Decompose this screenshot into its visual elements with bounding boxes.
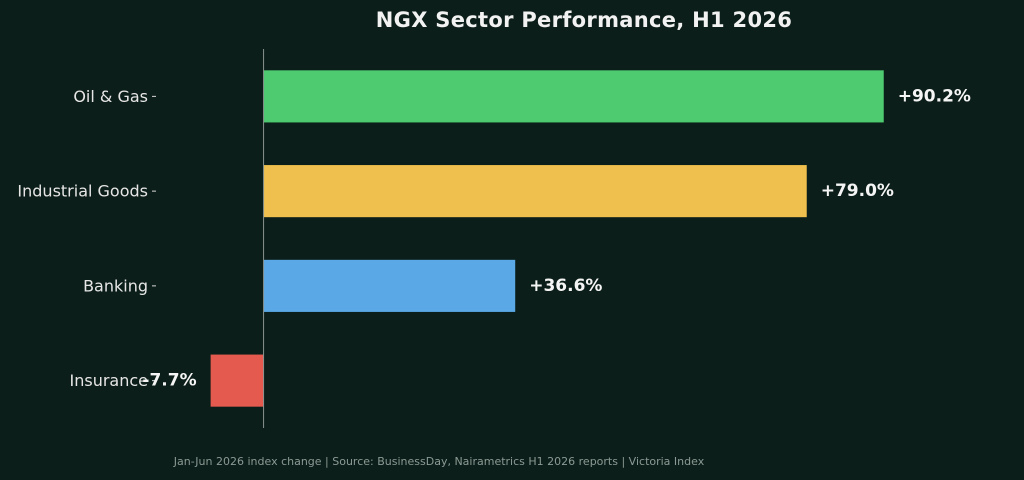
y-tick-label: Oil & Gas xyxy=(73,87,148,106)
bar-industrial-goods xyxy=(263,165,807,218)
y-tick-label: Banking xyxy=(83,276,148,295)
data-label-banking: +36.6% xyxy=(529,276,602,296)
data-label-industrial-goods: +79.0% xyxy=(821,181,894,201)
y-tick-label: Industrial Goods xyxy=(17,182,148,201)
data-label-insurance: -7.7% xyxy=(142,371,196,391)
labels-layer: Oil & Gas +90.2% Industrial Goods +79.0% Ban… xyxy=(17,86,971,390)
bar-banking xyxy=(263,259,516,312)
chart-footnote: Jan-Jun 2026 index change | Source: Busi… xyxy=(173,455,705,468)
bar-insurance xyxy=(210,354,264,407)
data-label-oil-and-gas: +90.2% xyxy=(898,86,971,106)
bar-oil-and-gas xyxy=(263,70,884,123)
chart-title: NGX Sector Performance, H1 2026 xyxy=(375,8,793,32)
bars-layer xyxy=(210,70,884,407)
y-tick-label: Insurance xyxy=(70,371,149,390)
